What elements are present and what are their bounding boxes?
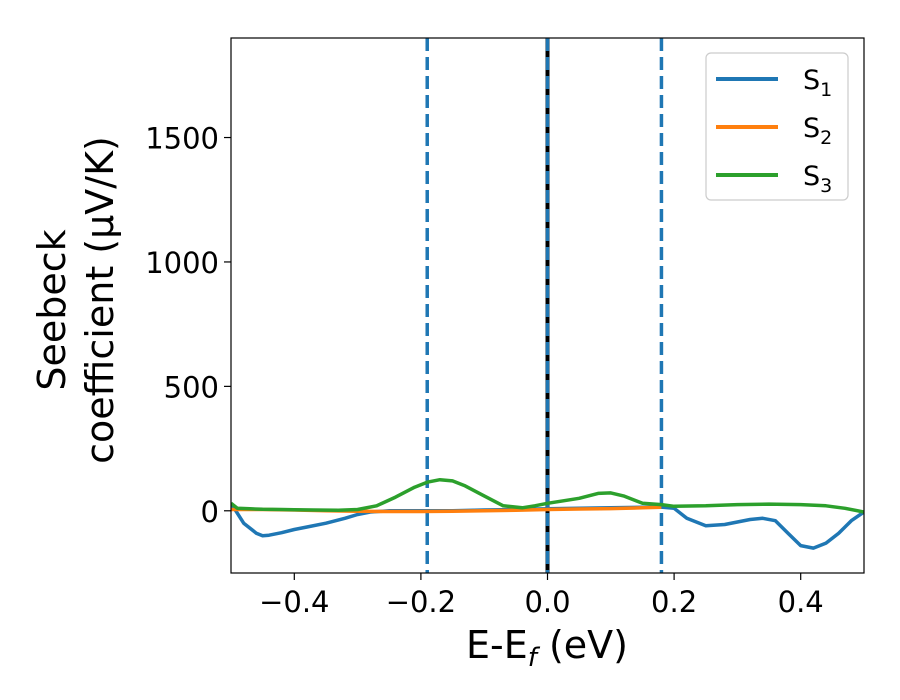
series-line-s3 [231,477,864,514]
y-axis-label-line2: coefficient (μV/K) [78,136,122,464]
x-tick-label: −0.2 [386,585,456,619]
y-tick-label: 1000 [145,246,219,280]
y-tick-label: 500 [164,370,219,404]
y-tick-label: 1500 [145,122,219,156]
x-tick-label: 0.2 [651,585,697,619]
axes: −0.4 −0.2 0.0 0.2 0.4 0 500 1000 1500 [145,37,865,619]
legend-label-s3: S3 [803,161,832,197]
plot-area [231,38,864,573]
x-tick-label: 0.4 [778,585,824,619]
labels: E-Ef (eV) Seebeck coefficient (μV/K) [30,136,628,673]
x-tick-label: −0.4 [259,585,329,619]
y-axis-label-line1: Seebeck [30,229,74,390]
x-tick-label: 0.0 [524,585,570,619]
legend-label-s2: S2 [803,113,832,149]
legend: S1 S2 S3 [705,52,849,201]
legend-label-s1: S1 [803,65,832,101]
y-tick-label: 0 [201,495,219,529]
x-axis-label: E-Ef (eV) [466,623,628,673]
